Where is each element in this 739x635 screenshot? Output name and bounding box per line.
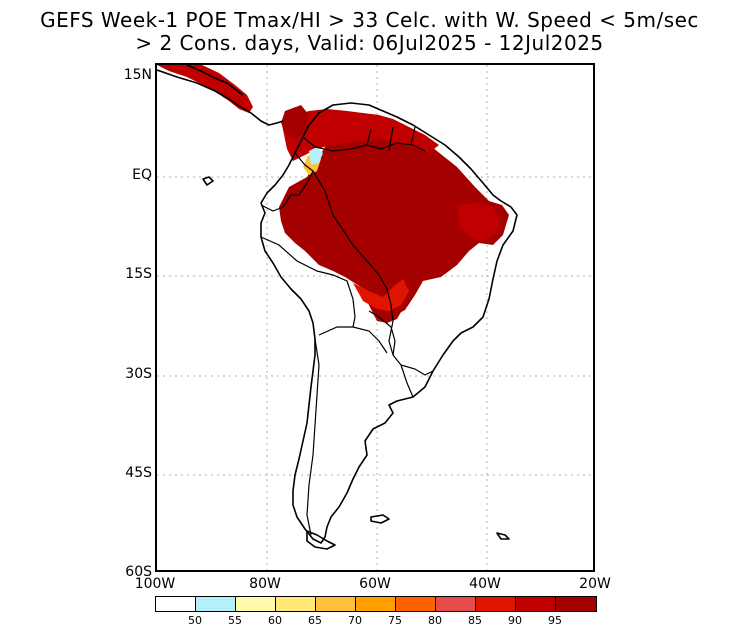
colorbar-cell: [356, 597, 396, 611]
lat-label-45s: 45S: [125, 465, 152, 481]
colorbar-label: 65: [308, 614, 322, 627]
shading-caribbean-strip: [281, 105, 309, 139]
border-guianas: [366, 126, 416, 152]
map-title-line2: > 2 Cons. days, Valid: 06Jul2025 - 12Jul…: [135, 31, 604, 55]
lat-label-30s: 30S: [125, 366, 152, 382]
probability-colorbar: [155, 596, 597, 612]
colorbar-label: 85: [468, 614, 482, 627]
colorbar-cell: [476, 597, 516, 611]
shading-amazon-core: [279, 117, 509, 319]
central-america-coastline: [157, 69, 284, 126]
lon-label-60w: 60W: [359, 576, 391, 592]
border-colombia: [291, 152, 314, 196]
shading-central-america: [157, 65, 253, 113]
shading-pale-blue: [309, 147, 323, 165]
central-america-north-coast: [186, 65, 244, 96]
colorbar-label: 50: [188, 614, 202, 627]
map-panel: [155, 63, 595, 572]
shading-mid-band: [353, 279, 409, 311]
colorbar-label: 75: [388, 614, 402, 627]
lat-label-60s: 60S: [125, 564, 152, 580]
lat-label-eq: EQ: [132, 167, 152, 183]
lat-label-15n: 15N: [123, 67, 152, 83]
probability-shading: [157, 65, 509, 323]
lon-label-100w: 100W: [134, 576, 176, 592]
map-title-line1: GEFS Week-1 POE Tmax/HI > 33 Celc. with …: [40, 8, 699, 32]
coastlines: [157, 65, 518, 550]
lon-label-40w: 40W: [469, 576, 501, 592]
border-uruguay: [400, 364, 414, 398]
south-america-coastline: [260, 102, 518, 544]
south-america-map: [157, 65, 593, 570]
colorbar-cell: [316, 597, 356, 611]
country-borders: [260, 126, 434, 536]
lat-label-15s: 15S: [125, 266, 152, 282]
colorbar-label: 55: [228, 614, 242, 627]
colorbar-cell: [436, 597, 476, 611]
border-peru-bolivia: [260, 236, 356, 328]
shading-northern-coast: [282, 109, 439, 161]
colorbar-cell: [236, 597, 276, 611]
shading-southern-tongue: [367, 287, 409, 323]
colorbar-label: 60: [268, 614, 282, 627]
border-chile-argentina: [306, 338, 320, 536]
border-ecuador-peru: [260, 194, 292, 212]
lon-label-80w: 80W: [249, 576, 281, 592]
border-bolivia-argentina: [318, 326, 388, 354]
colorbar-cell: [276, 597, 316, 611]
colorbar-cell: [156, 597, 196, 611]
galapagos-islands: [202, 176, 214, 186]
colorbar-cell: [556, 597, 596, 611]
tierra-del-fuego: [306, 530, 336, 550]
lon-label-20w: 20W: [579, 576, 611, 592]
colorbar-label: 70: [348, 614, 362, 627]
colorbar-label: 90: [508, 614, 522, 627]
south-georgia: [496, 532, 510, 540]
colorbar-cell: [516, 597, 556, 611]
colorbar-cell: [396, 597, 436, 611]
border-paraguay: [368, 310, 396, 356]
falkland-islands: [370, 514, 390, 524]
colorbar-cell: [196, 597, 236, 611]
colorbar-label: 95: [548, 614, 562, 627]
shading-east-brazil: [457, 203, 501, 241]
border-brazil-west: [312, 170, 434, 376]
colorbar-label: 80: [428, 614, 442, 627]
